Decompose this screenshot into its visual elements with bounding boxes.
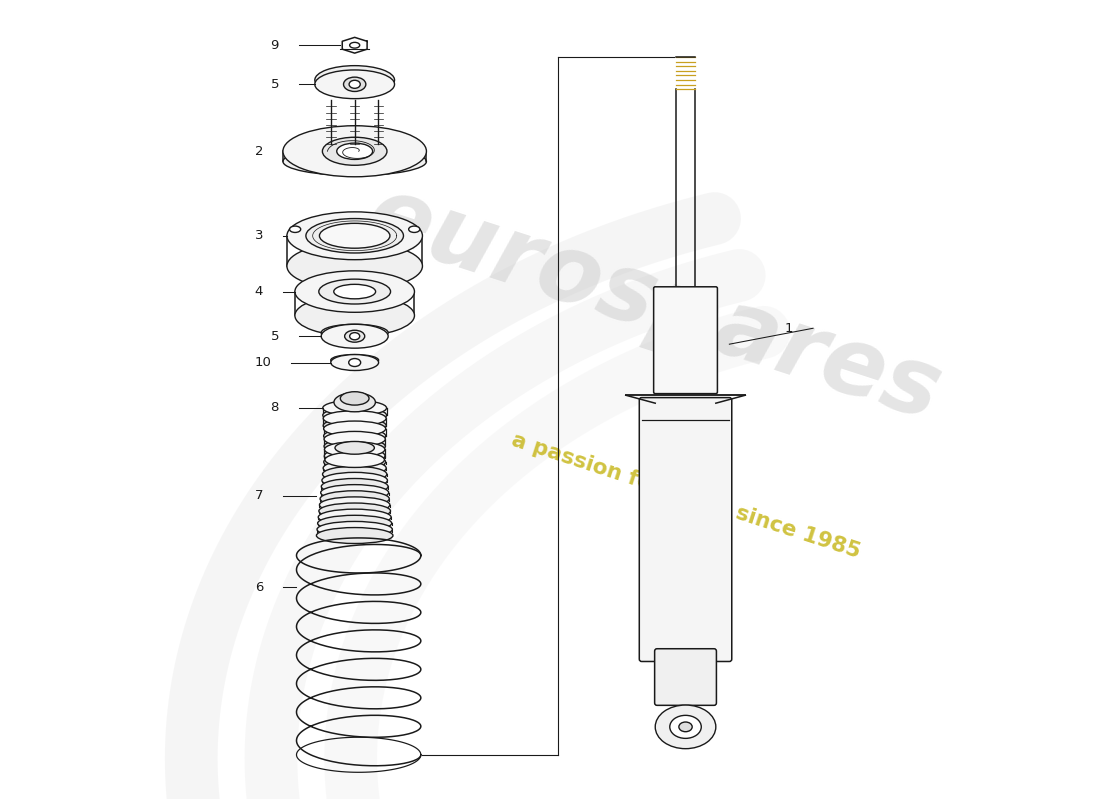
Text: 5: 5 <box>271 78 279 90</box>
Ellipse shape <box>337 143 373 159</box>
Text: 3: 3 <box>254 230 263 242</box>
Ellipse shape <box>323 454 386 470</box>
Ellipse shape <box>321 324 388 348</box>
Text: 4: 4 <box>254 285 263 298</box>
Ellipse shape <box>349 358 361 366</box>
Ellipse shape <box>318 509 392 525</box>
Ellipse shape <box>289 226 300 233</box>
Ellipse shape <box>656 705 716 749</box>
Ellipse shape <box>336 442 374 454</box>
Ellipse shape <box>318 515 392 531</box>
Ellipse shape <box>287 242 422 290</box>
Text: a passion for parts since 1985: a passion for parts since 1985 <box>508 430 862 562</box>
Ellipse shape <box>322 472 387 488</box>
Ellipse shape <box>319 503 390 519</box>
Ellipse shape <box>315 70 395 98</box>
Ellipse shape <box>319 279 390 304</box>
Ellipse shape <box>317 522 393 538</box>
Ellipse shape <box>324 448 385 464</box>
Ellipse shape <box>344 330 365 342</box>
Ellipse shape <box>295 271 415 312</box>
Text: 6: 6 <box>254 581 263 594</box>
Ellipse shape <box>324 459 384 474</box>
Ellipse shape <box>287 212 422 260</box>
Ellipse shape <box>319 497 389 513</box>
Ellipse shape <box>323 421 386 436</box>
Ellipse shape <box>340 392 368 405</box>
Ellipse shape <box>320 490 389 506</box>
Ellipse shape <box>679 722 692 732</box>
Ellipse shape <box>343 77 366 91</box>
Ellipse shape <box>350 333 360 340</box>
Ellipse shape <box>306 218 404 253</box>
FancyBboxPatch shape <box>654 649 716 706</box>
FancyBboxPatch shape <box>639 398 732 662</box>
Ellipse shape <box>317 527 393 543</box>
Ellipse shape <box>322 466 387 482</box>
Ellipse shape <box>322 400 386 416</box>
Ellipse shape <box>323 418 386 434</box>
Ellipse shape <box>321 485 388 501</box>
Ellipse shape <box>323 428 386 444</box>
Ellipse shape <box>295 294 415 336</box>
Text: eurospares: eurospares <box>355 168 952 441</box>
Text: 9: 9 <box>271 38 279 52</box>
Ellipse shape <box>331 354 378 370</box>
Ellipse shape <box>283 147 427 175</box>
Text: 1: 1 <box>784 322 793 334</box>
Ellipse shape <box>334 393 375 412</box>
Ellipse shape <box>323 460 386 476</box>
Ellipse shape <box>324 431 385 446</box>
Ellipse shape <box>324 438 385 454</box>
Text: 5: 5 <box>271 330 279 342</box>
Ellipse shape <box>324 442 385 457</box>
Ellipse shape <box>322 407 386 423</box>
Ellipse shape <box>350 42 360 48</box>
Ellipse shape <box>333 284 375 299</box>
FancyBboxPatch shape <box>653 286 717 394</box>
Ellipse shape <box>323 410 386 426</box>
Ellipse shape <box>321 324 388 341</box>
Ellipse shape <box>315 66 395 94</box>
Ellipse shape <box>324 452 384 467</box>
Ellipse shape <box>331 354 378 366</box>
Ellipse shape <box>349 80 361 88</box>
Ellipse shape <box>409 226 420 233</box>
Text: 10: 10 <box>254 356 271 369</box>
Text: 8: 8 <box>271 402 279 414</box>
Ellipse shape <box>319 223 389 248</box>
Text: 7: 7 <box>254 489 263 502</box>
Ellipse shape <box>321 478 388 494</box>
Ellipse shape <box>324 449 385 464</box>
Ellipse shape <box>322 138 387 166</box>
Ellipse shape <box>670 715 702 738</box>
Ellipse shape <box>283 126 427 177</box>
Text: 2: 2 <box>254 145 263 158</box>
